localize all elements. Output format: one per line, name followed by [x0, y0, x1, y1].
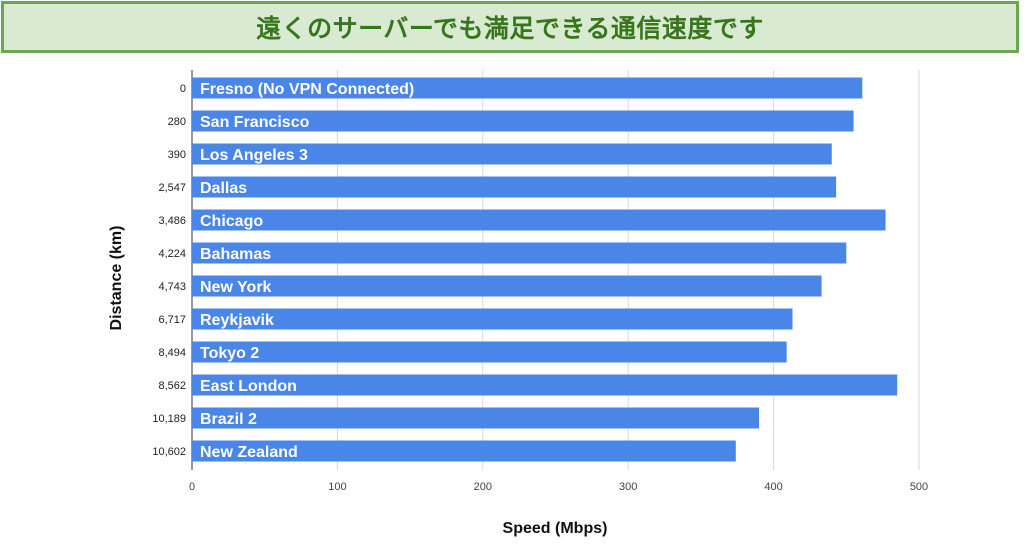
x-axis-title: Speed (Mbps) — [503, 520, 608, 537]
bar-label: Brazil 2 — [200, 411, 257, 428]
bar-label: Bahamas — [200, 246, 271, 263]
x-tick-label: 300 — [619, 481, 637, 493]
bar-labels: Fresno (No VPN Connected) San Francisco Lo… — [200, 81, 414, 461]
category-labels: 0 280 390 2,547 3,486 4,224 4,743 6,717 8,494 8,5… — [152, 83, 186, 458]
category-label: 4,224 — [158, 248, 186, 260]
category-label: 6,717 — [158, 314, 186, 326]
bar — [192, 242, 847, 264]
category-label: 3,486 — [158, 215, 186, 227]
title-banner: 遠くのサーバーでも満足できる通信速度です — [1, 1, 1019, 53]
x-tick-label: 0 — [189, 481, 195, 493]
bars — [192, 77, 898, 462]
category-label: 280 — [168, 116, 186, 128]
x-tick-label: 500 — [910, 481, 928, 493]
category-label: 390 — [168, 149, 186, 161]
y-axis-title: Distance (km) — [108, 226, 125, 331]
bar — [192, 374, 898, 396]
x-tick-labels: 0 100 200 300 400 500 — [189, 481, 928, 493]
bar — [192, 308, 793, 330]
bar-label: San Francisco — [200, 114, 310, 131]
bar — [192, 176, 837, 198]
bar-label: Reykjavik — [200, 312, 274, 329]
category-label: 8,494 — [158, 347, 186, 359]
x-tick-label: 400 — [764, 481, 782, 493]
bar — [192, 275, 822, 297]
bar — [192, 110, 854, 132]
bar — [192, 440, 736, 462]
bar — [192, 209, 886, 231]
x-tick-label: 100 — [328, 481, 346, 493]
bar-label: Fresno (No VPN Connected) — [200, 81, 414, 98]
bar-label: Los Angeles 3 — [200, 147, 308, 164]
x-tick-label: 200 — [474, 481, 492, 493]
chart-title: 遠くのサーバーでも満足できる通信速度です — [256, 14, 764, 43]
category-label: 10,189 — [152, 413, 186, 425]
category-label: 0 — [180, 83, 186, 95]
bar-label: New York — [200, 279, 272, 296]
bar — [192, 407, 760, 429]
category-label: 10,602 — [152, 446, 186, 458]
category-label: 2,547 — [158, 182, 186, 194]
bar-label: New Zealand — [200, 444, 298, 461]
bar-label: East London — [200, 378, 297, 395]
bar-label: Tokyo 2 — [200, 345, 259, 362]
bar-label: Dallas — [200, 180, 247, 197]
bar — [192, 77, 863, 99]
bar-label: Chicago — [200, 213, 263, 230]
bar — [192, 143, 832, 165]
category-label: 4,743 — [158, 281, 186, 293]
bar — [192, 341, 787, 363]
grid-lines — [191, 70, 920, 470]
category-label: 8,562 — [158, 380, 186, 392]
